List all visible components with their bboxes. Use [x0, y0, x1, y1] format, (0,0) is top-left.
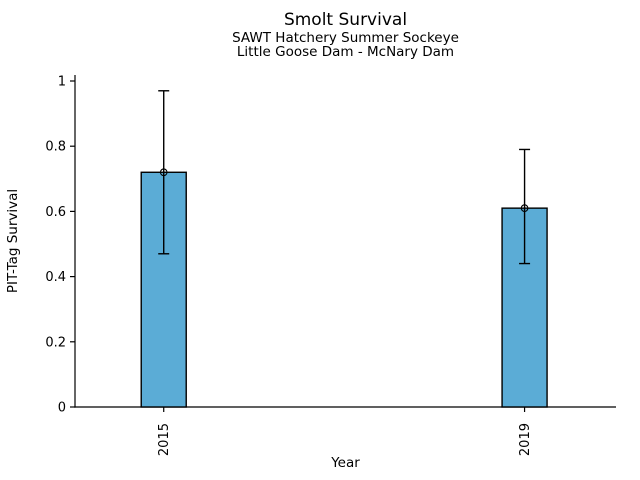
y-tick-label: 0.6	[45, 205, 66, 220]
y-tick-label: 0.8	[45, 140, 66, 155]
x-axis-title: Year	[331, 455, 360, 471]
y-tick-label: 0.4	[45, 270, 66, 285]
x-tick-label-2015: 2015	[157, 423, 172, 456]
chart-title: Smolt Survival	[283, 10, 408, 30]
mean-marker-2019	[520, 204, 529, 212]
mean-marker-2015	[159, 168, 168, 177]
y-tick-label: 0.2	[45, 335, 66, 350]
chart-subtitle-line1: SAWT Hatchery Summer Sockeye	[232, 30, 459, 46]
y-tick-label: 1	[58, 75, 66, 90]
chart-subtitle-line2: Little Goose Dam - McNary Dam	[236, 44, 455, 60]
y-tick-label: 0	[58, 401, 66, 416]
x-tick-label-2019: 2019	[518, 423, 533, 456]
